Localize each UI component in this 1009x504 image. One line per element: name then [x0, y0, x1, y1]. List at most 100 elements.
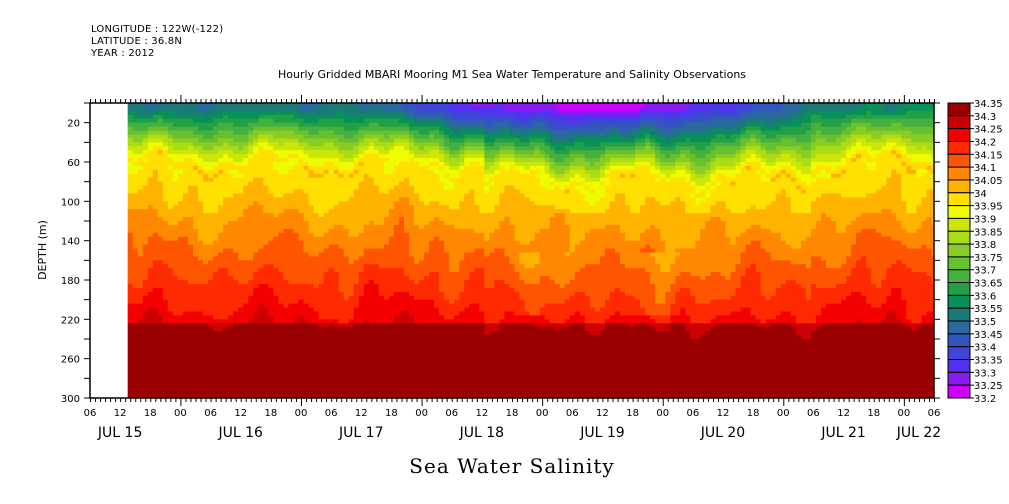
heatmap-cell [434, 169, 440, 175]
heatmap-cell [273, 106, 279, 112]
heatmap-cell [414, 213, 420, 218]
heatmap-cell [459, 130, 465, 136]
heatmap-cell [403, 311, 410, 316]
heatmap-cell [313, 201, 320, 206]
heatmap-cell [228, 232, 234, 238]
heatmap-cell [454, 319, 460, 324]
heatmap-cell [248, 236, 254, 242]
heatmap-cell [348, 323, 355, 328]
heatmap-cell [444, 339, 450, 344]
heatmap-cell [233, 374, 239, 379]
heatmap-cell [444, 346, 450, 352]
heatmap-cell [298, 319, 305, 324]
heatmap-cell [358, 350, 365, 356]
heatmap-cell [353, 224, 360, 230]
heatmap-cell [403, 346, 410, 352]
heatmap-cell [137, 217, 144, 222]
heatmap-cell [187, 134, 194, 139]
heatmap-cell [348, 232, 355, 238]
heatmap-cell [298, 217, 305, 222]
heatmap-cell [403, 173, 410, 179]
heatmap-cell [439, 303, 445, 309]
heatmap-cell [258, 173, 264, 179]
heatmap-cell [127, 283, 134, 289]
heatmap-cell [363, 272, 370, 277]
heatmap-cell [343, 283, 350, 289]
heatmap-cell [424, 185, 430, 191]
heatmap-cell [378, 232, 385, 238]
heatmap-cell [373, 173, 380, 179]
heatmap-cell [409, 311, 415, 316]
heatmap-cell [162, 201, 169, 206]
heatmap-cell [313, 339, 320, 344]
heatmap-cell [368, 114, 375, 120]
heatmap-cell [223, 327, 229, 332]
heatmap-cell [258, 291, 264, 297]
heatmap-cell [208, 327, 214, 332]
heatmap-cell [318, 162, 325, 167]
heatmap-cell [358, 169, 365, 175]
heatmap-cell [353, 339, 360, 344]
heatmap-cell [303, 146, 310, 151]
heatmap-cell [383, 299, 390, 305]
heatmap-cell [278, 303, 285, 309]
heatmap-cell [127, 232, 134, 238]
heatmap-cell [177, 358, 184, 364]
heatmap-cell [253, 370, 259, 375]
heatmap-cell [243, 276, 249, 281]
heatmap-cell [192, 232, 199, 238]
heatmap-cell [177, 370, 184, 375]
heatmap-cell [323, 295, 330, 301]
heatmap-cell [383, 134, 390, 139]
heatmap-cell [263, 177, 269, 183]
heatmap-cell [308, 323, 315, 328]
heatmap-cell [378, 185, 385, 191]
heatmap-cell [298, 154, 305, 159]
heatmap-cell [182, 221, 189, 226]
heatmap-cell [318, 315, 325, 320]
heatmap-cell [388, 162, 395, 167]
heatmap-cell [308, 185, 315, 191]
heatmap-cell [127, 185, 134, 191]
heatmap-cell [388, 374, 395, 379]
heatmap-cell [213, 221, 219, 226]
heatmap-cell [198, 158, 204, 163]
heatmap-cell [182, 130, 189, 136]
heatmap-cell [137, 307, 144, 313]
heatmap-cell [258, 362, 264, 368]
heatmap-cell [263, 339, 269, 344]
heatmap-cell [137, 260, 144, 265]
heatmap-cell [459, 122, 465, 128]
heatmap-cell [348, 244, 355, 250]
heatmap-cell [363, 134, 370, 139]
heatmap-cell [328, 366, 335, 372]
heatmap-cell [403, 146, 410, 151]
heatmap-cell [132, 185, 139, 191]
heatmap-cell [137, 350, 144, 356]
heatmap-cell [403, 158, 410, 163]
heatmap-cell [268, 165, 274, 171]
heatmap-cell [398, 228, 405, 234]
heatmap-cell [388, 106, 395, 112]
heatmap-cell [218, 256, 224, 261]
heatmap-cell [368, 303, 375, 309]
heatmap-cell [328, 134, 335, 139]
heatmap-cell [162, 114, 169, 120]
heatmap-cell [187, 303, 194, 309]
heatmap-cell [258, 248, 264, 254]
heatmap-cell [343, 221, 350, 226]
heatmap-cell [233, 209, 239, 214]
heatmap-cell [393, 342, 400, 348]
heatmap-cell [434, 252, 440, 257]
heatmap-cell [358, 358, 365, 364]
heatmap-cell [187, 272, 194, 277]
heatmap-cell [373, 362, 380, 368]
heatmap-cell [167, 146, 174, 151]
heatmap-cell [323, 335, 330, 340]
heatmap-cell [398, 236, 405, 242]
heatmap-cell [398, 350, 405, 356]
heatmap-cell [308, 256, 315, 261]
heatmap-cell [303, 177, 310, 183]
heatmap-cell [313, 142, 320, 147]
heatmap-cell [393, 354, 400, 360]
